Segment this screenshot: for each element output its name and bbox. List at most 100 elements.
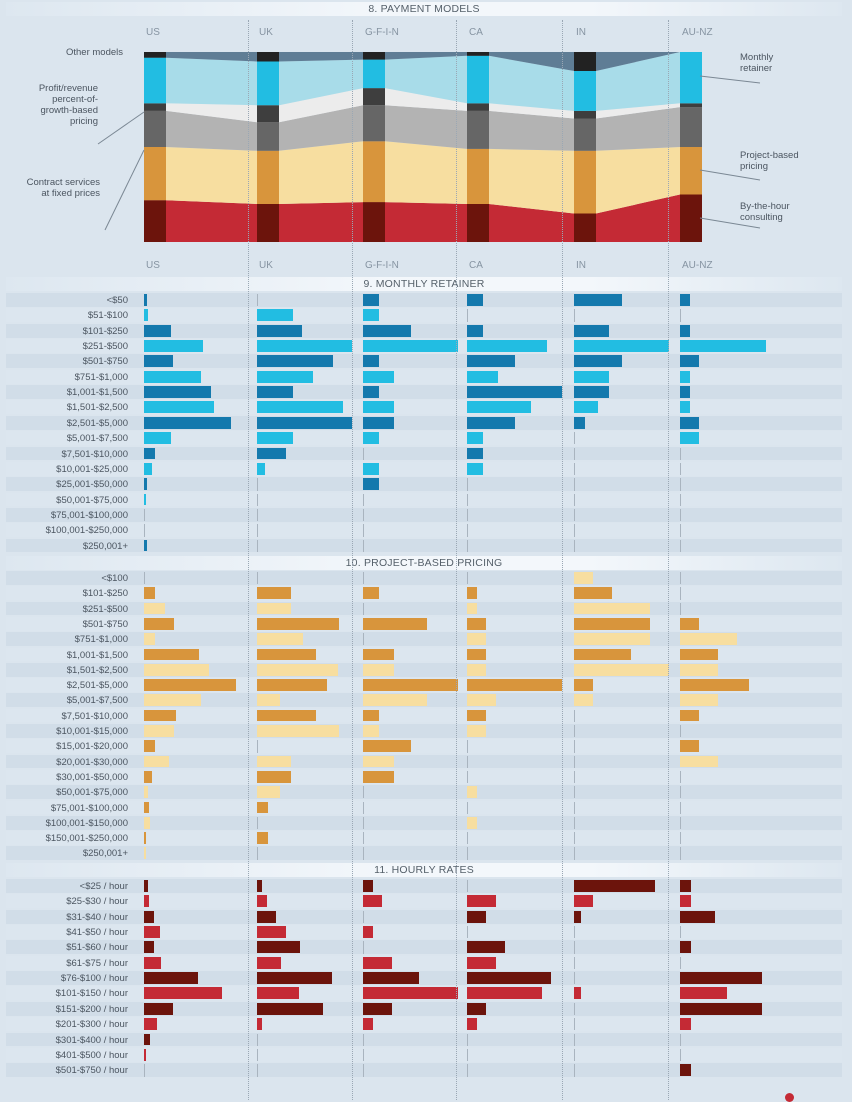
bar-ca-11 [467,462,484,475]
bar-g-f-i-n-5 [363,370,395,383]
bar-ca-9 [467,709,486,722]
bar-g-f-i-n-6 [363,386,380,398]
bar-au-nz-8 [680,416,699,429]
column-label: CA [469,27,483,38]
bar-ca-1 [467,587,477,600]
bar-us-13 [144,770,152,783]
bar-au-nz-4 [680,941,692,954]
row-label: $5,001-$7,500 [66,433,128,445]
column-label: AU-NZ [682,27,713,38]
bar-g-f-i-n-7 [363,987,458,1000]
bar-us-3 [144,617,175,630]
axis-au-nz [680,508,681,522]
bar-uk-6 [257,386,294,398]
leader-line [104,149,145,231]
row-band [6,400,842,415]
row-label: $1,001-$1,500 [66,387,128,399]
column-label: IN [576,27,586,38]
axis-in [574,1064,575,1077]
bar-g-f-i-n-3 [363,617,427,630]
bar-ca-2 [467,910,486,923]
row-band [6,846,842,861]
row-label: $31-$40 / hour [66,911,128,923]
column-label: UK [259,260,273,271]
axis-ca [467,926,468,939]
bar-us-18 [144,847,146,860]
section-title-payment-models: 8. PAYMENT MODELS [6,2,842,16]
bar-ca-5 [467,370,499,383]
label-line: Monthly [740,52,774,63]
bar-g-f-i-n-6 [363,663,395,676]
bar-us-10 [144,1033,150,1046]
ribbon-project-based-pricing [144,141,702,214]
bar-ca-16 [467,816,477,829]
bar-us-5 [144,648,200,661]
axis-uk [257,740,258,753]
bar-us-2 [144,602,165,615]
segment-us [144,52,166,58]
row-band [6,308,842,323]
axis-ca [467,493,468,506]
axis-in [574,1048,575,1062]
bar-g-f-i-n-7 [363,401,395,414]
axis-au-nz [680,1033,681,1046]
axis-ca [467,572,468,585]
axis-us [144,1064,145,1077]
segment-in [574,71,596,111]
row-label: $401-$500 / hour [55,1049,128,1061]
column-label: US [146,27,160,38]
segment-us [144,57,166,104]
bar-uk-8 [257,1002,323,1015]
axis-us [144,508,145,522]
bar-uk-10 [257,447,286,460]
axis-in [574,755,575,768]
bar-uk-13 [257,770,292,783]
bar-ca-9 [467,1018,477,1030]
bar-us-5 [144,956,162,969]
bar-us-12 [144,755,169,768]
row-label: $50,001-$75,000 [56,494,128,506]
axis-g-f-i-n [363,786,364,799]
axis-uk [257,1064,258,1077]
bar-uk-15 [257,801,269,814]
label-line: By-the-hour [740,201,790,212]
bar-in-4 [574,633,650,645]
segment-uk [257,105,279,123]
segment-au-nz [680,103,702,108]
column-divider [352,20,353,1100]
bar-us-2 [144,324,171,337]
axis-au-nz [680,462,681,476]
row-label: $2,501-$5,000 [66,417,128,429]
section-title-hourly-rates: 11. HOURLY RATES [6,863,842,877]
bar-us-6 [144,972,199,984]
leader-line [699,169,761,181]
axis-ca [467,524,468,537]
axis-in [574,478,575,491]
row-label: $51-$100 [87,310,128,322]
bar-in-4 [574,355,622,368]
row-label: <$50 [106,295,128,306]
bar-us-16 [144,539,147,552]
axis-au-nz [680,956,681,970]
bar-g-f-i-n-8 [363,694,427,707]
axis-uk [257,1033,258,1046]
section-title-project-based: 10. PROJECT-BASED PRICING [6,556,842,570]
axis-ca [467,1064,468,1077]
segment-uk [257,52,279,62]
bar-au-nz-5 [680,370,690,383]
segment-us [144,147,166,201]
row-band [6,1047,842,1062]
bar-in-8 [574,694,593,707]
axis-us [144,524,145,537]
row-label: $251-$500 [82,603,128,615]
bar-us-8 [144,416,232,429]
row-label: $201-$300 / hour [55,1019,128,1031]
axis-g-f-i-n [363,493,364,506]
label-line: percent-of- [52,94,98,105]
bar-uk-0 [257,880,262,892]
row-band [6,831,842,845]
bar-g-f-i-n-12 [363,755,395,768]
bar-ca-4 [467,633,486,645]
bar-au-nz-7 [680,679,750,691]
bar-g-f-i-n-2 [363,324,411,337]
